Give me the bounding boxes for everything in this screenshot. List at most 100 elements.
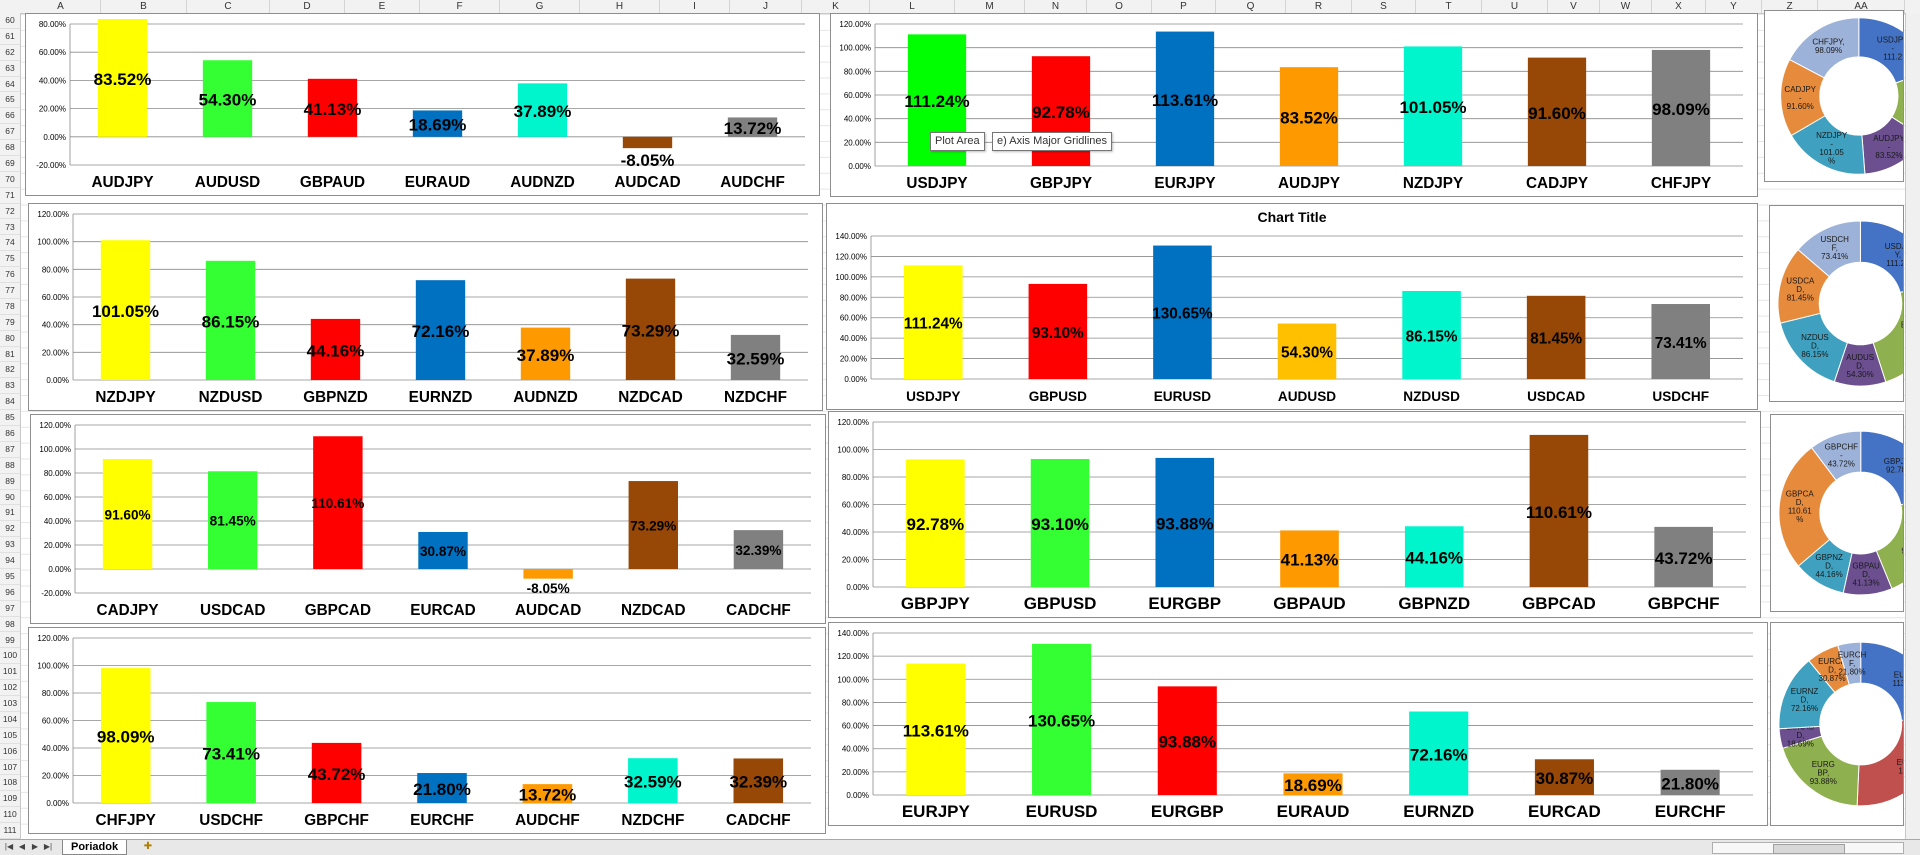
row-header-66[interactable]: 66	[0, 108, 20, 125]
donut-slice[interactable]	[1860, 430, 1903, 506]
row-header-84[interactable]: 84	[0, 394, 20, 411]
bar-eurcad[interactable]	[1534, 759, 1594, 795]
first-sheet-icon[interactable]: |◀	[4, 842, 14, 851]
row-header-73[interactable]: 73	[0, 220, 20, 236]
donut-slice[interactable]	[1860, 641, 1903, 721]
row-header-80[interactable]: 80	[0, 331, 20, 347]
row-header-74[interactable]: 74	[0, 235, 20, 252]
insert-sheet-icon[interactable]: ✚	[143, 841, 153, 852]
row-header-91[interactable]: 91	[0, 505, 20, 522]
bar-cadchf[interactable]	[733, 530, 784, 569]
row-header-62[interactable]: 62	[0, 45, 20, 61]
row-header-111[interactable]: 111	[0, 823, 20, 839]
bar-gbpjpy[interactable]	[906, 459, 965, 587]
row-header-107[interactable]: 107	[0, 760, 20, 776]
donut-slice[interactable]	[1810, 430, 1862, 481]
column-header-z[interactable]: Z	[1762, 0, 1818, 13]
column-header-h[interactable]: H	[580, 0, 660, 13]
scroll-thumb[interactable]	[1773, 844, 1845, 854]
row-header-98[interactable]: 98	[0, 617, 20, 633]
row-header-103[interactable]: 103	[0, 696, 20, 712]
row-header-69[interactable]: 69	[0, 156, 20, 172]
usd-bar-chart[interactable]: Chart Title 0.00% 20.00% 40.00% 60.00% 80.00%…	[826, 203, 1758, 410]
bar-usdjpy[interactable]	[904, 265, 963, 379]
row-header-68[interactable]: 68	[0, 140, 20, 156]
bar-usdchf[interactable]	[1651, 304, 1710, 379]
column-header-u[interactable]: U	[1482, 0, 1548, 13]
column-header-v[interactable]: V	[1548, 0, 1600, 13]
row-header-109[interactable]: 109	[0, 791, 20, 808]
bar-cadjpy[interactable]	[102, 459, 153, 569]
column-header-j[interactable]: J	[730, 0, 802, 13]
prev-sheet-icon[interactable]: ◀	[18, 842, 26, 851]
bar-nzdcad[interactable]	[625, 278, 676, 380]
bar-usdchf[interactable]	[206, 702, 256, 803]
row-header-89[interactable]: 89	[0, 474, 20, 490]
bar-audnzd[interactable]	[517, 83, 568, 137]
bar-eurnzd[interactable]	[415, 280, 466, 380]
bar-cadjpy[interactable]	[1527, 57, 1587, 166]
bar-gbpaud[interactable]	[1280, 530, 1339, 587]
gbp-donut-chart[interactable]: GBPJPY92.78% EURGBP,93.88% GBPAUD,41.13% GB…	[1770, 414, 1904, 612]
column-header-l[interactable]: L	[870, 0, 955, 13]
donut-slice[interactable]	[1797, 220, 1861, 278]
donut-slice[interactable]	[1891, 70, 1903, 138]
row-header-77[interactable]: 77	[0, 283, 20, 299]
last-sheet-icon[interactable]: ▶|	[43, 842, 53, 851]
row-header-86[interactable]: 86	[0, 426, 20, 442]
row-header-65[interactable]: 65	[0, 92, 20, 109]
row-header-76[interactable]: 76	[0, 267, 20, 284]
row-header-83[interactable]: 83	[0, 378, 20, 395]
donut-slice[interactable]	[1859, 220, 1903, 294]
bar-nzdjpy[interactable]	[100, 240, 151, 380]
bar-gbpchf[interactable]	[1654, 526, 1713, 587]
column-header-f[interactable]: F	[420, 0, 500, 13]
row-header-75[interactable]: 75	[0, 251, 20, 268]
bar-eurusd[interactable]	[1153, 245, 1212, 379]
bar-nzdusd[interactable]	[1402, 291, 1461, 379]
bar-usdcad[interactable]	[208, 471, 258, 569]
row-header-94[interactable]: 94	[0, 553, 20, 569]
row-header-71[interactable]: 71	[0, 188, 20, 204]
bar-gbpcad[interactable]	[313, 436, 363, 569]
column-header-n[interactable]: N	[1025, 0, 1087, 13]
row-header-100[interactable]: 100	[0, 648, 20, 665]
bar-nzdjpy[interactable]	[1403, 46, 1463, 167]
donut-slice[interactable]	[1788, 17, 1860, 79]
bar-usdcad[interactable]	[1526, 295, 1586, 379]
column-header-e[interactable]: E	[345, 0, 420, 13]
bar-cadchf[interactable]	[733, 758, 784, 803]
bar-audchf[interactable]	[727, 117, 778, 137]
eur-bar-chart[interactable]: 0.00% 20.00% 40.00% 60.00% 80.00% 100.00% 120.…	[828, 622, 1768, 826]
column-header-i[interactable]: I	[660, 0, 730, 13]
bar-chfjpy[interactable]	[1651, 49, 1711, 166]
bar-chfjpy[interactable]	[100, 668, 151, 803]
bar-eurchf[interactable]	[417, 773, 467, 803]
next-sheet-icon[interactable]: ▶	[31, 842, 39, 851]
row-header-79[interactable]: 79	[0, 315, 20, 331]
row-header-82[interactable]: 82	[0, 362, 20, 379]
column-header-x[interactable]: X	[1652, 0, 1706, 13]
donut-slice[interactable]	[1872, 282, 1903, 383]
donut-slice[interactable]	[1778, 446, 1837, 567]
bar-nzdchf[interactable]	[628, 758, 678, 803]
row-header-108[interactable]: 108	[0, 775, 20, 792]
cad-bar-chart[interactable]: -20.00% 0.00% 20.00% 40.00% 60.00% 80.00% 100.…	[30, 414, 826, 624]
gbp-bar-chart[interactable]: 0.00% 20.00% 40.00% 60.00% 80.00% 100.00% 120.…	[828, 411, 1761, 618]
column-header-r[interactable]: R	[1286, 0, 1352, 13]
bar-nzdchf[interactable]	[730, 334, 781, 380]
sheet-tab-poriadok[interactable]: Poriadok	[62, 840, 128, 855]
nzd-bar-chart[interactable]: 0.00% 20.00% 40.00% 60.00% 80.00% 100.00% 120.…	[28, 203, 823, 411]
bar-eurchf[interactable]	[1660, 769, 1720, 795]
bar-gbpusd[interactable]	[1028, 283, 1088, 379]
row-header-104[interactable]: 104	[0, 712, 20, 728]
bar-nzdcad[interactable]	[628, 481, 678, 569]
column-header-p[interactable]: P	[1152, 0, 1216, 13]
aud-bar-chart[interactable]: -20.00% 0.00% 20.00% 40.00% 60.00% 80.00% 83.5…	[25, 13, 820, 196]
row-header-88[interactable]: 88	[0, 458, 20, 474]
column-header-m[interactable]: M	[955, 0, 1025, 13]
column-header-g[interactable]: G	[500, 0, 580, 13]
row-header-95[interactable]: 95	[0, 569, 20, 585]
bar-audusd[interactable]	[1277, 323, 1337, 379]
bar-eurgbp[interactable]	[1155, 457, 1215, 587]
